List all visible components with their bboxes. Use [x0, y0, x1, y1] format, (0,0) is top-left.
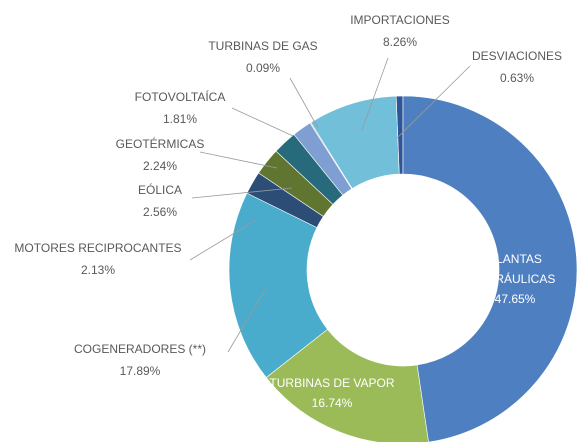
category-label: GEOTÉRMICAS: [115, 137, 205, 151]
leader-line: [361, 57, 389, 131]
slice-label: TURBINAS DE GAS 0.09%: [208, 35, 317, 79]
donut-slice: [275, 134, 344, 205]
category-label: TURBINAS DE VAPOR: [269, 376, 395, 390]
category-label: EÓLICA: [137, 183, 183, 197]
value-label: 1.81%: [162, 112, 198, 126]
value-label: 8.26%: [382, 35, 418, 49]
category-label: FOTOVOLTAÍCA: [134, 90, 226, 104]
slice-label: GEOTÉRMICAS 2.24%: [116, 133, 205, 177]
category-label: TURBINAS DE GAS: [208, 39, 318, 53]
donut-slice: [402, 95, 578, 442]
slice-label: EÓLICA 2.56%: [138, 179, 182, 223]
leader-line: [227, 289, 266, 353]
value-label: 47.65%: [494, 292, 536, 306]
slice-label: IMPORTACIONES 8.26%: [350, 9, 450, 53]
donut-slice: [228, 192, 328, 379]
value-label: 0.09%: [245, 61, 281, 75]
slice-label: TURBINAS DE VAPOR 16.74%: [267, 373, 397, 413]
category-label: PLANTAS HIDRÁULICAS: [474, 252, 556, 286]
value-label: 0.63%: [499, 71, 535, 85]
leader-lines: [189, 57, 471, 353]
value-label: 2.56%: [142, 205, 178, 219]
leader-line: [189, 219, 257, 261]
category-label: COGENERADORES (**): [73, 342, 207, 356]
category-label: DESVIACIONES: [471, 49, 563, 63]
leader-line: [199, 151, 278, 169]
slice-label: FOTOVOLTAÍCA 1.81%: [135, 86, 226, 130]
leader-line: [289, 77, 319, 129]
donut-slice: [246, 172, 324, 229]
donut-slice: [293, 122, 353, 196]
value-label: 17.89%: [119, 364, 161, 378]
value-label: 2.13%: [80, 263, 116, 277]
value-label: 2.24%: [142, 159, 178, 173]
slice-label: COGENERADORES (**) 17.89%: [74, 338, 206, 382]
category-label: IMPORTACIONES: [350, 13, 450, 27]
leader-line: [231, 107, 294, 137]
slice-label: DESVIACIONES 0.63%: [472, 45, 562, 89]
slice-label: PLANTAS HIDRÁULICAS 47.65%: [469, 249, 561, 309]
slice-label: MOTORES RECIPROCANTES 2.13%: [14, 237, 181, 281]
leader-line: [191, 187, 293, 199]
donut-slice: [310, 95, 400, 190]
category-label: MOTORES RECIPROCANTES: [14, 241, 182, 255]
leader-line: [396, 65, 471, 139]
value-label: 16.74%: [311, 396, 353, 410]
